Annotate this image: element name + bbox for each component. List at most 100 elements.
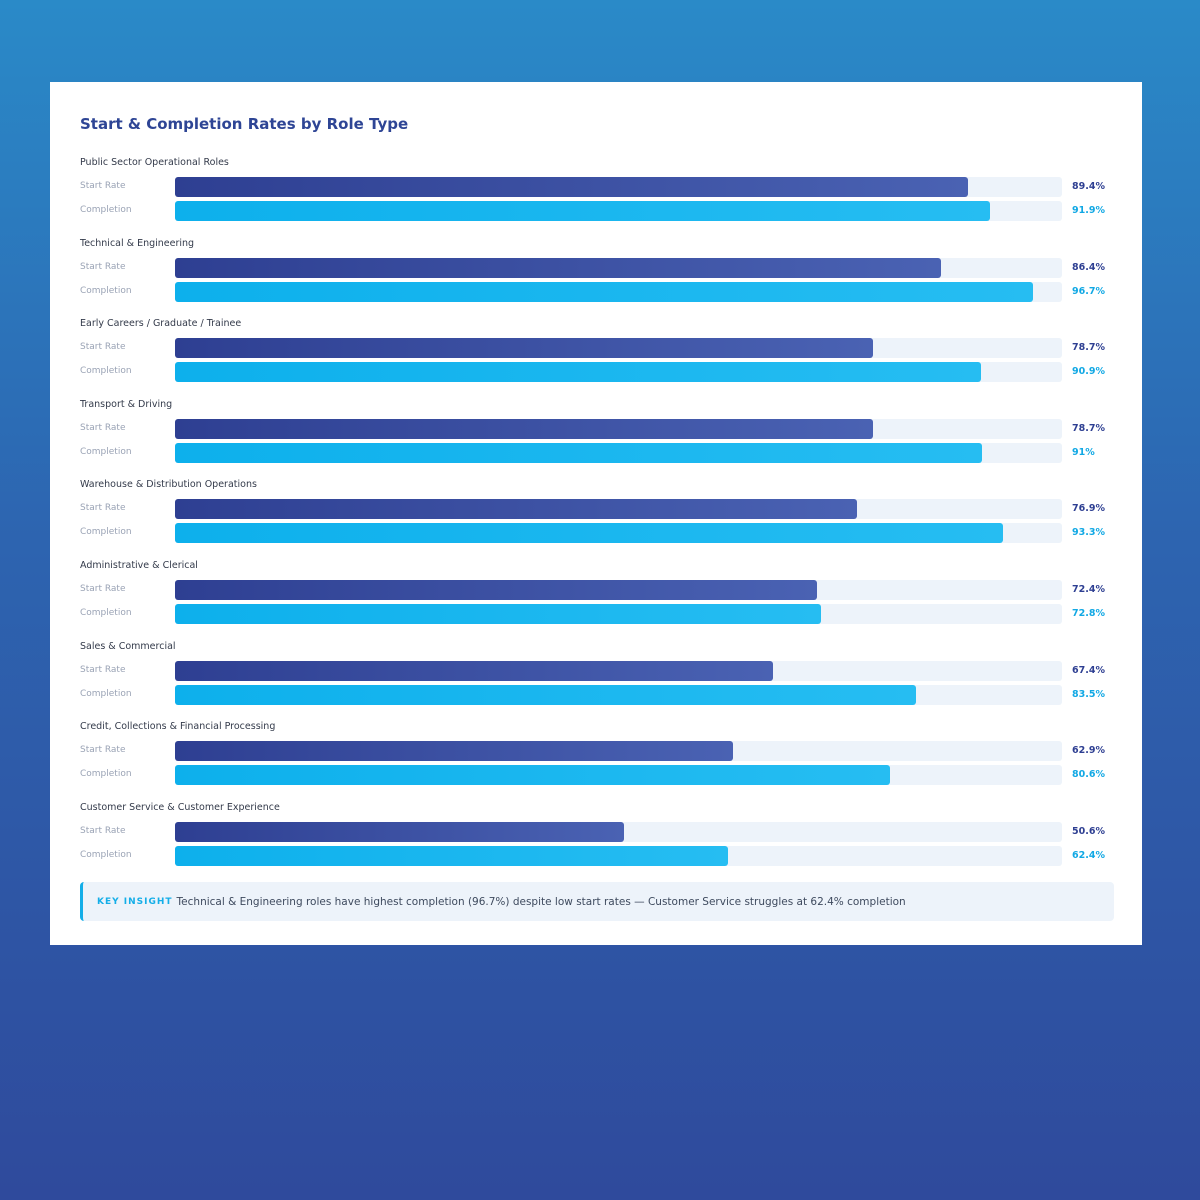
start-row-label: Start Rate — [80, 664, 126, 675]
role-group-label: Transport & Driving — [80, 398, 173, 410]
completion-value-label: 91% — [1072, 446, 1095, 458]
completion-row-label: Completion — [80, 527, 132, 538]
completion-rate-row: Completion 91.9% — [50, 201, 1142, 221]
completion-bar — [175, 684, 916, 705]
bar-track — [175, 765, 1062, 786]
start-value-label: 76.9% — [1072, 503, 1105, 515]
role-group: Credit, Collections & Financial Processi… — [50, 721, 1142, 801]
start-value-label: 78.7% — [1072, 422, 1105, 434]
completion-value-label: 80.6% — [1072, 769, 1105, 781]
completion-rate-row: Completion 80.6% — [50, 765, 1142, 786]
bar-track — [175, 684, 1062, 705]
role-group-label: Early Careers / Graduate / Trainee — [80, 318, 242, 330]
start-row-label: Start Rate — [80, 181, 126, 191]
start-rate-row: Start Rate 62.9% — [50, 741, 1142, 762]
start-row-label: Start Rate — [80, 422, 126, 433]
role-group: Early Careers / Graduate / Trainee Start … — [50, 318, 1142, 398]
completion-row-label: Completion — [80, 366, 132, 377]
completion-value-label: 72.8% — [1072, 608, 1105, 619]
role-group: Public Sector Operational Roles Start Rat… — [50, 157, 1142, 237]
start-row-label: Start Rate — [80, 825, 126, 836]
chart-title: Start & Completion Rates by Role Type — [80, 115, 409, 133]
start-rate-row: Start Rate 78.7% — [50, 418, 1142, 439]
bar-track — [175, 845, 1062, 866]
completion-value-label: 62.4% — [1072, 849, 1105, 861]
completion-row-label: Completion — [80, 285, 132, 296]
key-insight-tag: KEY INSIGHT — [97, 896, 173, 907]
completion-row-label: Completion — [80, 769, 132, 780]
start-value-label: 72.4% — [1072, 584, 1105, 595]
completion-bar — [175, 442, 983, 463]
start-bar — [175, 499, 858, 520]
completion-value-label: 93.3% — [1072, 527, 1105, 539]
start-bar — [175, 257, 942, 278]
role-group: Customer Service & Customer Experience St… — [50, 802, 1142, 882]
role-group: Transport & Driving Start Rate 78.7% Comple… — [50, 399, 1142, 479]
bar-track — [175, 604, 1062, 624]
completion-value-label: 96.7% — [1072, 285, 1105, 297]
start-bar — [175, 660, 773, 681]
role-group-label: Credit, Collections & Financial Processi… — [80, 721, 276, 733]
start-value-label: 89.4% — [1072, 181, 1105, 192]
start-rate-row: Start Rate 89.4% — [50, 177, 1142, 197]
completion-bar — [175, 281, 1033, 302]
role-group: Technical & Engineering Start Rate 86.4% Co… — [50, 238, 1142, 318]
start-rate-row: Start Rate 50.6% — [50, 821, 1142, 842]
start-value-label: 78.7% — [1072, 342, 1105, 354]
chart-card: Start & Completion Rates by Role Type Pu… — [50, 82, 1142, 945]
completion-rate-row: Completion 62.4% — [50, 845, 1142, 866]
completion-row-label: Completion — [80, 608, 132, 618]
completion-bar — [175, 523, 1003, 544]
start-value-label: 67.4% — [1072, 664, 1105, 676]
completion-bar — [175, 362, 982, 383]
start-row-label: Start Rate — [80, 342, 126, 353]
role-group-label: Technical & Engineering — [80, 237, 195, 249]
start-rate-row: Start Rate 72.4% — [50, 580, 1142, 600]
start-rate-row: Start Rate 67.4% — [50, 660, 1142, 681]
start-value-label: 62.9% — [1072, 745, 1105, 757]
bar-track — [175, 660, 1062, 681]
completion-rate-row: Completion 93.3% — [50, 523, 1142, 544]
completion-value-label: 90.9% — [1072, 366, 1105, 378]
completion-bar — [175, 201, 991, 221]
role-group: Administrative & Clerical Start Rate 72.4%… — [50, 560, 1142, 640]
start-rate-row: Start Rate 76.9% — [50, 499, 1142, 520]
completion-value-label: 83.5% — [1072, 688, 1105, 700]
bar-track — [175, 523, 1062, 544]
role-group-label: Customer Service & Customer Experience — [80, 801, 280, 813]
role-group-label: Public Sector Operational Roles — [80, 157, 229, 168]
completion-rate-row: Completion 96.7% — [50, 281, 1142, 302]
bar-track — [175, 257, 1062, 278]
bar-track — [175, 281, 1062, 302]
completion-value-label: 91.9% — [1072, 205, 1105, 216]
completion-rate-row: Completion 72.8% — [50, 604, 1142, 624]
start-row-label: Start Rate — [80, 584, 126, 594]
start-value-label: 50.6% — [1072, 825, 1105, 837]
role-group: Warehouse & Distribution Operations Start… — [50, 479, 1142, 559]
role-group-label: Administrative & Clerical — [80, 560, 198, 571]
completion-rate-row: Completion 83.5% — [50, 684, 1142, 705]
start-bar — [175, 418, 874, 439]
start-value-label: 86.4% — [1072, 261, 1105, 273]
start-row-label: Start Rate — [80, 261, 126, 272]
completion-rate-row: Completion 90.9% — [50, 362, 1142, 383]
start-bar — [175, 338, 874, 359]
bar-track — [175, 442, 1062, 463]
completion-row-label: Completion — [80, 205, 132, 215]
start-row-label: Start Rate — [80, 745, 126, 756]
start-bar — [175, 580, 818, 600]
bar-track — [175, 177, 1062, 197]
start-bar — [175, 741, 733, 762]
bar-track — [175, 201, 1062, 221]
start-rate-row: Start Rate 86.4% — [50, 257, 1142, 278]
completion-row-label: Completion — [80, 446, 132, 457]
bar-track — [175, 499, 1062, 520]
completion-bar — [175, 604, 821, 624]
bar-track — [175, 741, 1062, 762]
role-group-label: Warehouse & Distribution Operations — [80, 479, 257, 491]
start-row-label: Start Rate — [80, 503, 126, 514]
role-group-label: Sales & Commercial — [80, 640, 176, 652]
bar-track — [175, 821, 1062, 842]
bar-track — [175, 580, 1062, 600]
key-insight-box: KEY INSIGHT Technical & Engineering role… — [80, 882, 1114, 921]
